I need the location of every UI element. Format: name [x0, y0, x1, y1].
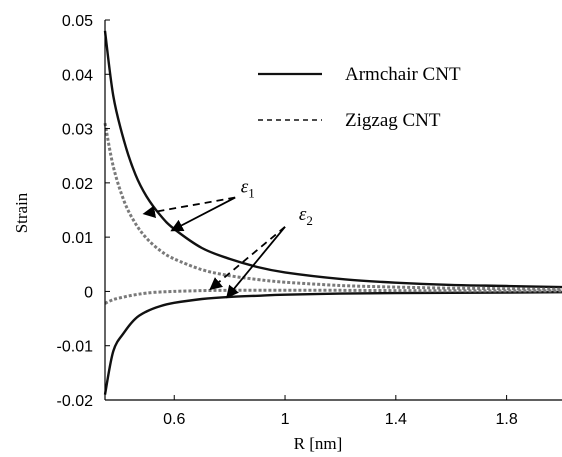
- x-tick-label: 1: [281, 411, 290, 428]
- y-tick-label: 0.05: [62, 13, 93, 30]
- y-tick-label: 0: [84, 284, 93, 301]
- axis-layer: 0.6 1 1.4 1.8 0.05 0.04 0.03 0.02 0.01 0 -0.01 -0.0…: [57, 13, 562, 428]
- plot-area: [105, 20, 562, 400]
- series-line-zigzag-cnt-2: [103, 122, 562, 291]
- y-tick-label: 0.02: [62, 176, 93, 193]
- y-axis-title: Strain: [12, 192, 31, 233]
- annotation-arrow-1-1: [226, 226, 286, 299]
- series-line-armchair-cnt-1: [103, 291, 562, 395]
- x-axis-title: R [nm]: [294, 434, 343, 453]
- y-tick-label: 0.01: [62, 230, 93, 247]
- legend-label-zigzag: Zigzag CNT: [345, 110, 441, 131]
- y-tick-label: -0.01: [57, 339, 94, 356]
- series-line-armchair-cnt-0: [103, 30, 562, 289]
- x-tick-label: 1.8: [495, 411, 517, 428]
- annotation-arrow-0-0: [142, 196, 236, 219]
- series-layer: [103, 30, 562, 395]
- y-tick-label: -0.02: [57, 393, 94, 410]
- annotation-arrow-0-1: [170, 196, 236, 232]
- annotation-arrow-1-0: [209, 226, 286, 291]
- x-tick-label: 1.4: [385, 411, 407, 428]
- legend: Armchair CNT Zigzag CNT: [258, 64, 461, 131]
- legend-label-armchair: Armchair CNT: [345, 64, 461, 85]
- series-line-zigzag-cnt-3: [104, 288, 562, 305]
- x-tick-label: 0.6: [163, 411, 185, 428]
- y-tick-label: 0.03: [62, 122, 93, 139]
- y-tick-label: 0.04: [62, 67, 93, 84]
